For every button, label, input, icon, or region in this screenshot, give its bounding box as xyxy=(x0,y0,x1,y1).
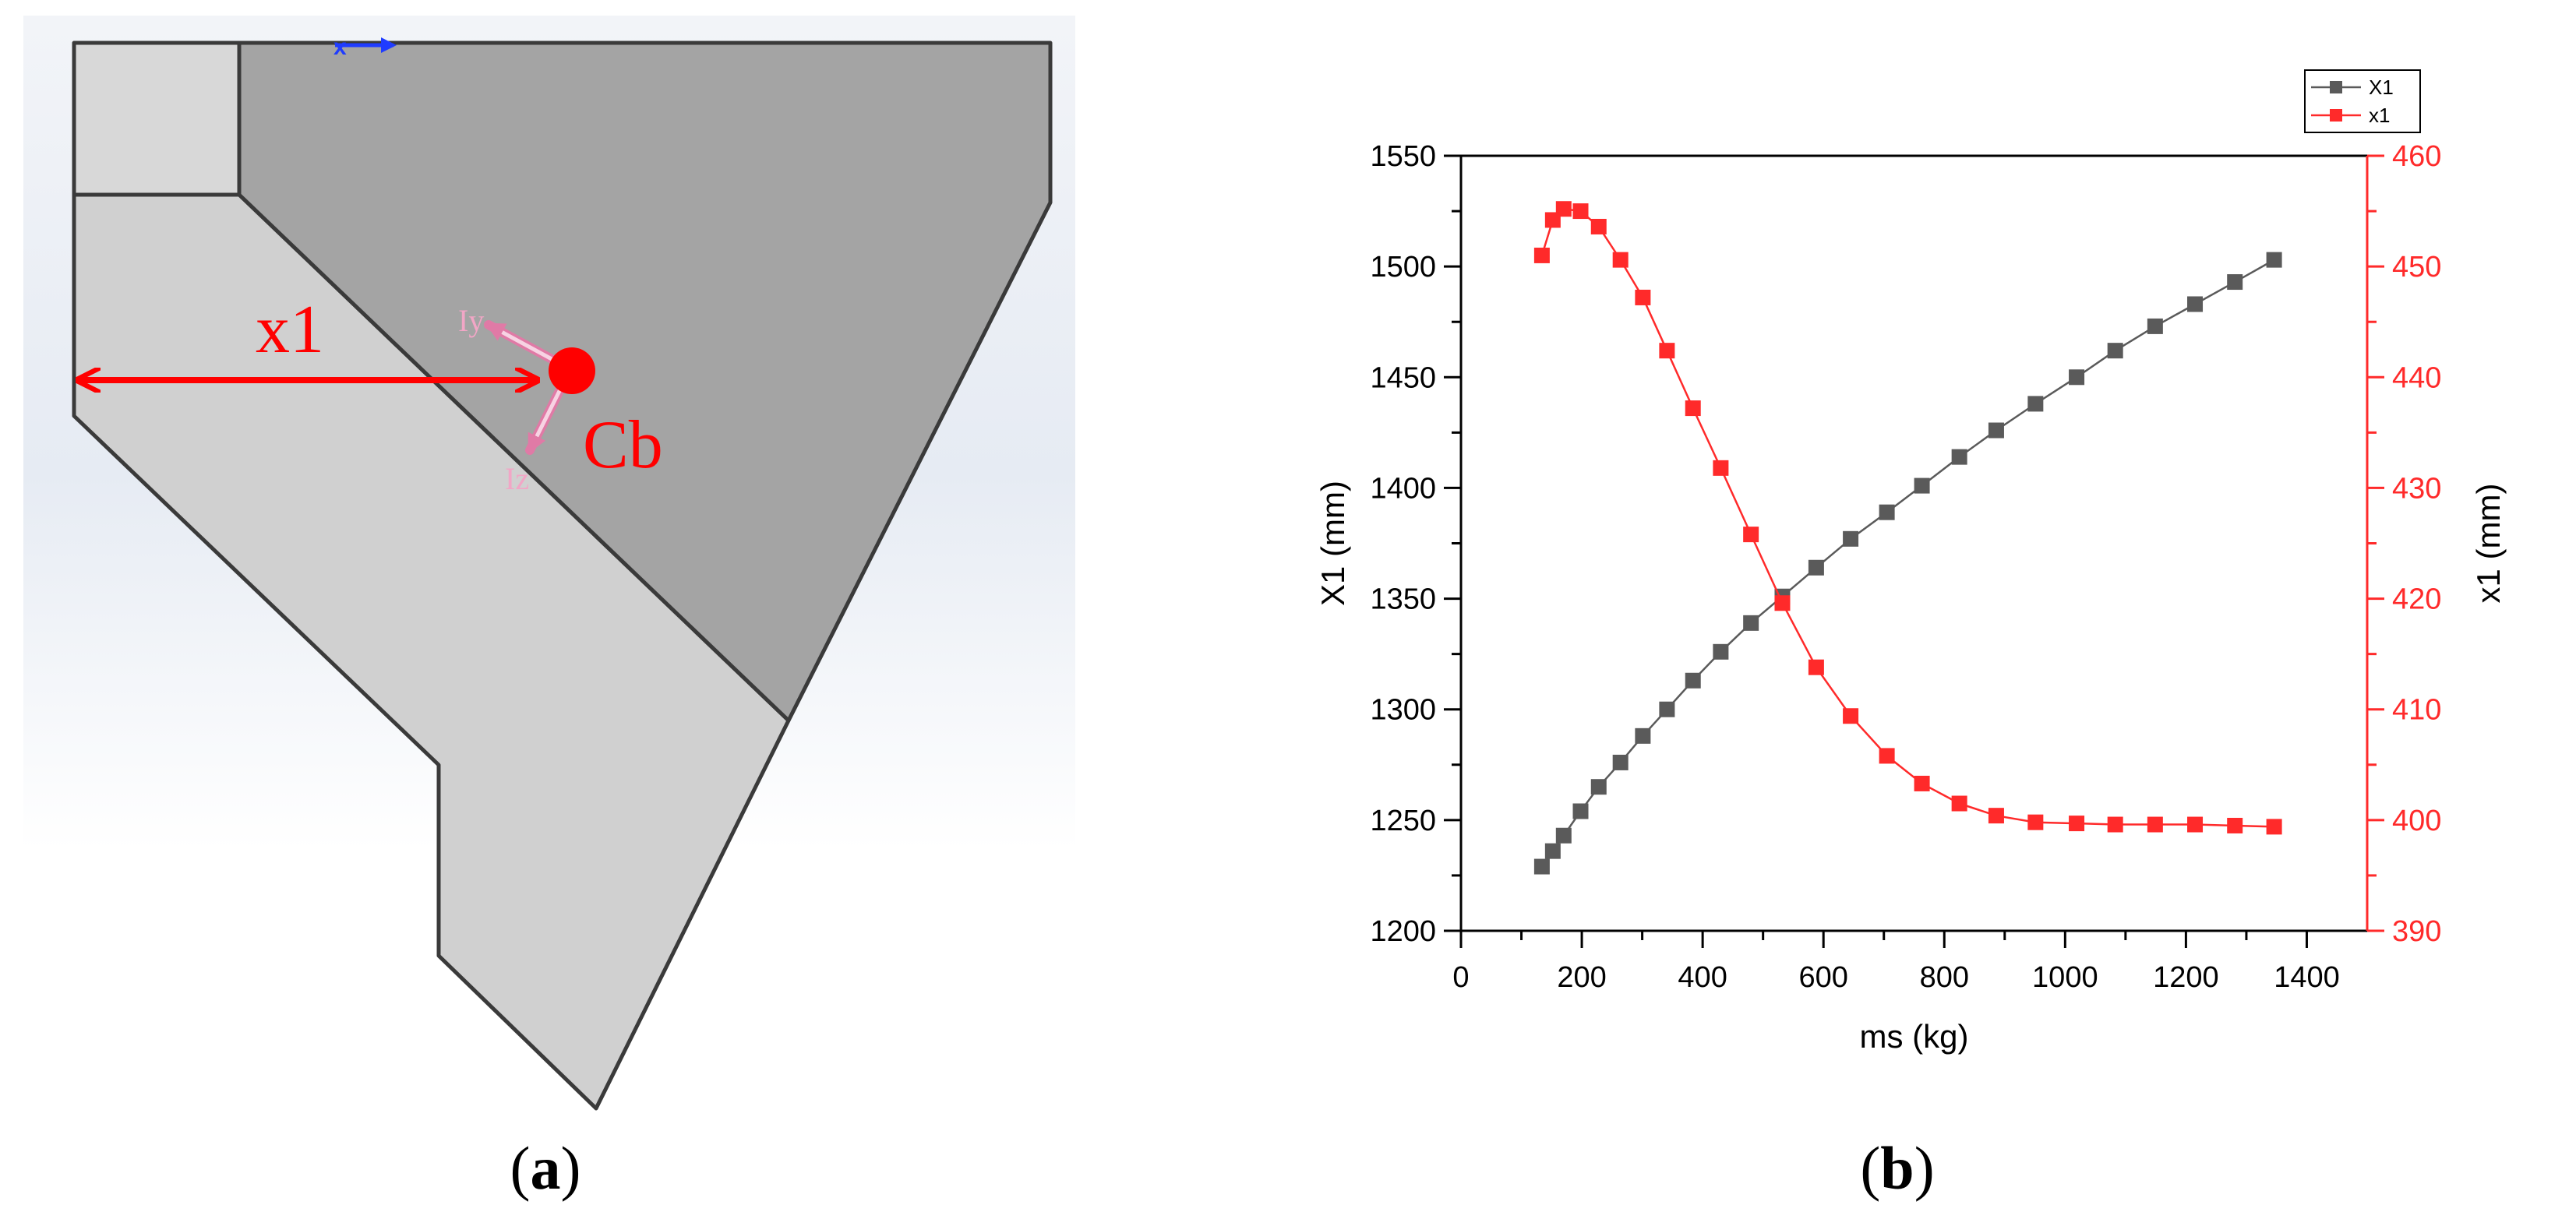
series-point-x1-lower xyxy=(2069,816,2085,832)
series-point-x1-lower xyxy=(1572,203,1589,220)
series-point-x1-lower xyxy=(2147,816,2163,833)
series-point-x1-lower xyxy=(1879,748,1895,764)
series-point-x1-lower xyxy=(2227,817,2243,833)
top-left-block xyxy=(72,41,242,197)
series-point-x1-lower xyxy=(1533,247,1550,263)
series-point-x1-lower xyxy=(1590,218,1607,234)
y-left-tick-label: 1300 xyxy=(1370,694,1436,727)
series-line-X1 xyxy=(1540,259,2275,868)
series-point-X1 xyxy=(2187,296,2204,312)
panel-a-caption: (a) xyxy=(510,1134,581,1202)
series-point-X1 xyxy=(2069,369,2085,386)
inertia-label-y: Iy xyxy=(458,303,484,338)
inertia-label-z: Iz xyxy=(505,461,529,496)
x-axis-title: ms (kg) xyxy=(1860,1018,1969,1055)
series-point-x1-lower xyxy=(1555,201,1572,217)
x1-dimension-label: x1 xyxy=(256,292,324,368)
series-point-x1-lower xyxy=(1951,795,1967,812)
series-point-x1-lower xyxy=(1988,808,2004,824)
x-tick-label: 1200 xyxy=(2153,961,2219,994)
y-right-tick-label: 410 xyxy=(2392,694,2441,727)
legend-marker xyxy=(2330,109,2342,122)
series-point-X1 xyxy=(1555,827,1572,844)
y-left-tick-label: 1250 xyxy=(1370,805,1436,837)
x-tick-label: 1400 xyxy=(2274,961,2340,994)
panel-b-caption: (b) xyxy=(1860,1134,1935,1202)
cb-point-label: Cb xyxy=(583,407,663,483)
x-tick-label: 200 xyxy=(1557,961,1606,994)
legend-label: X1 xyxy=(2369,76,2394,99)
series-point-X1 xyxy=(2027,396,2044,412)
series-point-X1 xyxy=(1572,803,1589,819)
series-point-x1-lower xyxy=(1774,595,1791,611)
series-point-X1 xyxy=(1988,422,2004,439)
y-left-tick-label: 1400 xyxy=(1370,472,1436,505)
x-tick-label: 400 xyxy=(1678,961,1727,994)
y-left-tick-label: 1450 xyxy=(1370,361,1436,394)
series-point-X1 xyxy=(1612,754,1629,770)
series-point-X1 xyxy=(2227,274,2243,291)
series-point-x1-lower xyxy=(1914,775,1930,791)
y-right-tick-label: 420 xyxy=(2392,583,2441,616)
y-right-tick-label: 400 xyxy=(2392,805,2441,837)
y-right-tick-label: 450 xyxy=(2392,251,2441,284)
series-point-x1-lower xyxy=(2266,819,2282,835)
series-point-x1-lower xyxy=(2027,814,2044,830)
y-left-tick-label: 1200 xyxy=(1370,915,1436,948)
panel-a-letter: a xyxy=(530,1134,561,1202)
axis-indicator: x xyxy=(333,34,397,60)
series-point-x1-lower xyxy=(1612,252,1629,268)
y-right-axis-title: x1 (mm) xyxy=(2470,484,2507,604)
series-point-X1 xyxy=(1635,728,1651,744)
series-point-X1 xyxy=(1590,779,1607,795)
axis-indicator-label: x xyxy=(333,34,347,60)
series-point-X1 xyxy=(1843,530,1859,547)
series-point-X1 xyxy=(1659,701,1675,717)
x-tick-label: 1000 xyxy=(2032,961,2098,994)
dark-section-part xyxy=(237,41,1053,723)
y-left-tick-label: 1500 xyxy=(1370,251,1436,284)
y-right-tick-label: 440 xyxy=(2392,361,2441,394)
dual-axis-line-chart: 0 200 400 600 800 1000 1200 1400 1200 1250 1300 135… xyxy=(1314,69,2507,1055)
y-left-tick-label: 1550 xyxy=(1370,140,1436,173)
series-point-x1-lower xyxy=(1843,708,1859,724)
series-point-x1-lower xyxy=(1808,659,1824,675)
series-point-X1 xyxy=(2266,252,2282,268)
y-left-axis-title: X1 (mm) xyxy=(1314,481,1351,606)
series-point-X1 xyxy=(2107,343,2123,359)
series-point-X1 xyxy=(1685,672,1701,689)
y-right-tick-label: 430 xyxy=(2392,472,2441,505)
series-point-X1 xyxy=(1951,449,1967,465)
legend-marker xyxy=(2330,81,2342,93)
series-point-x1-lower xyxy=(1635,289,1651,305)
series-point-x1-lower xyxy=(2187,816,2204,833)
series-line-x1-lower xyxy=(1540,207,2274,828)
series-point-X1 xyxy=(2147,318,2163,334)
series-point-X1 xyxy=(1808,559,1824,576)
x-tick-label: 800 xyxy=(1920,961,1969,994)
x-tick-label: 600 xyxy=(1798,961,1847,994)
x-tick-label: 0 xyxy=(1452,961,1469,994)
cad-section-diagram: x x1 Iy Iz Cb xyxy=(23,16,1075,1111)
series-point-x1-lower xyxy=(2107,816,2123,833)
y-right-tick-label: 390 xyxy=(2392,915,2441,948)
series-point-X1 xyxy=(1879,504,1895,520)
cb-centroid-point xyxy=(549,347,595,394)
y-left-tick-label: 1350 xyxy=(1370,583,1436,616)
series-point-x1-lower xyxy=(1713,460,1729,476)
series-point-x1-lower xyxy=(1743,527,1759,543)
series-point-X1 xyxy=(1914,477,1930,494)
legend-box xyxy=(2304,69,2421,133)
series-point-x1-lower xyxy=(1685,400,1701,417)
series-point-X1 xyxy=(1544,843,1561,859)
series-point-x1-lower xyxy=(1659,343,1675,359)
series-point-X1 xyxy=(1533,858,1550,875)
series-point-X1 xyxy=(1713,643,1729,660)
y-right-tick-label: 460 xyxy=(2392,140,2441,173)
legend-label: x1 xyxy=(2369,104,2390,127)
series-point-X1 xyxy=(1743,615,1759,631)
panel-b-letter: b xyxy=(1880,1134,1914,1202)
